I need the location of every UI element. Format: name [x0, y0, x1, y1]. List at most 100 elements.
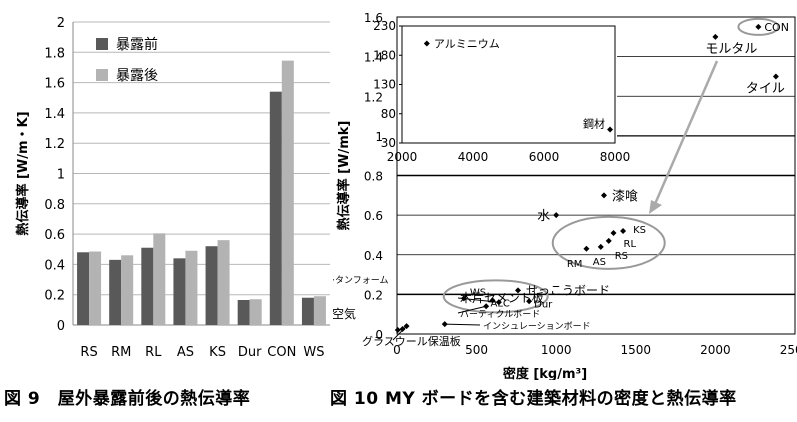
data-point-13 [526, 298, 533, 305]
bar-rs-before [77, 252, 90, 325]
data-label: KS [633, 225, 646, 236]
y-tick-label: 0 [375, 328, 383, 342]
y-tick-label: 0.4 [364, 249, 383, 263]
figure-10-caption: 図 10 MY ボードを含む建築材料の密度と熱伝導率 [330, 389, 737, 409]
inset-y-tick-label: 180 [373, 48, 396, 62]
bar-rl-after [153, 233, 166, 325]
bar-chart-fig9: 0 0.2 0.4 0.6 0.8 1 1.2 1.4 1.6 1.8 2 RS RM RL AS KS Dur… [15, 16, 330, 360]
data-label: 水 [537, 209, 550, 224]
y-axis-title: 熱伝導率 [W/m・K] [15, 111, 31, 235]
bar-dur-before [237, 300, 250, 325]
bar-as-before [173, 258, 186, 325]
inset-y-tick-label: 30 [381, 136, 396, 150]
bar-ws-after [313, 296, 326, 325]
leader-line [444, 323, 481, 326]
x-axis-title: 密度 [kg/m³] [502, 366, 587, 380]
bar-ks-before [205, 246, 218, 325]
inset-x-tick-label: 8000 [600, 150, 631, 164]
x-tick-label: WS [303, 345, 324, 360]
highlight-ellipse-my-boards [551, 215, 666, 270]
data-label: Dur [534, 299, 553, 310]
data-point-0 [755, 23, 762, 30]
callout-arrow-head [649, 200, 662, 214]
x-tick-label: Dur [238, 345, 262, 360]
leader-line [392, 325, 407, 341]
x-tick-label: RS [80, 345, 97, 360]
data-label: 木片セメント板 [460, 291, 544, 305]
y-tick-label: 0.6 [364, 209, 383, 223]
highlight-ellipse-con [737, 17, 780, 36]
legend-swatch [96, 69, 108, 81]
y-tick-label: 0.8 [364, 170, 383, 184]
highlight-ellipse-boards [442, 279, 549, 314]
data-point-1 [712, 33, 719, 40]
bar-rs-after [89, 251, 102, 325]
data-point-17 [399, 326, 406, 333]
x-tick-label: 1000 [541, 343, 572, 357]
x-tick-label: KS [209, 345, 226, 360]
data-point-8 [597, 243, 604, 250]
y-tick-label: 1.6 [44, 77, 65, 92]
figure-9-caption: 図 9 屋外暴露前後の熱伝導率 [4, 389, 251, 409]
y-tick-label: 0.4 [44, 258, 65, 273]
data-label: せっこうボード [526, 283, 610, 297]
data-label: CON [764, 21, 789, 34]
inset-x-tick-label: 4000 [458, 150, 489, 164]
y-tick-label: 1.4 [44, 107, 65, 122]
data-label: 硬質ウレタンフォーム [333, 274, 388, 286]
inset-plot-area [401, 25, 616, 144]
data-point-4 [553, 212, 560, 219]
data-label: RM [567, 259, 583, 270]
bar-con-before [269, 91, 282, 325]
callout-arrow-line [653, 60, 719, 205]
y-tick-label: 1 [57, 168, 65, 183]
bar-rl-before [141, 247, 154, 325]
bar-ws-before [301, 297, 314, 325]
inset-y-tick-label: 230 [373, 19, 396, 33]
data-point-2 [772, 73, 779, 80]
data-label: RS [615, 251, 628, 262]
y-tick-label: 1.8 [44, 46, 65, 61]
data-point-3 [600, 192, 607, 199]
data-label: WS [470, 287, 486, 298]
inset-data-point-1 [607, 126, 614, 133]
x-tick-label: 1500 [621, 343, 652, 357]
inset-y-tick-label: 130 [373, 78, 396, 92]
inset-data-label: 鋼材 [583, 117, 605, 131]
y-axis-title: 熱伝導率 [W/mk] [336, 121, 352, 231]
y-tick-label: 1 [375, 130, 383, 144]
x-tick-label: 2500 [780, 343, 797, 357]
data-point-9 [583, 245, 590, 252]
y-tick-label: 0.6 [44, 228, 65, 243]
bar-dur-after [249, 299, 262, 325]
y-tick-label: 1.6 [364, 11, 383, 25]
data-label: AS [593, 257, 606, 268]
y-tick-label: 0 [57, 319, 65, 334]
inset-x-tick-label: 2000 [387, 150, 418, 164]
scatter-chart-fig10: 0 0.2 0.4 0.6 0.8 1 1.2 1.4 1.6 0 500 1000 1500 2000 2… [333, 11, 797, 380]
data-point-10 [514, 287, 521, 294]
data-label: ALC [491, 298, 510, 309]
data-point-18 [394, 327, 401, 334]
bar-as-after [185, 250, 198, 325]
x-tick-label: RL [145, 345, 162, 360]
data-label: インシュレーションボード [483, 321, 591, 332]
x-tick-label: 500 [465, 343, 488, 357]
data-label: パーティクルボード [460, 309, 540, 320]
data-label: 漆喰 [612, 188, 638, 204]
x-tick-label: 0 [393, 343, 401, 357]
x-tick-label: AS [177, 345, 194, 360]
inset-data-point-0 [423, 40, 430, 47]
inset-x-tick-label: 6000 [529, 150, 560, 164]
data-label: 空気 [333, 306, 356, 321]
data-label: RL [624, 239, 637, 250]
leader-line [457, 305, 487, 314]
data-label: グラスウール保温板 [362, 334, 461, 348]
y-tick-label: 1.2 [364, 90, 383, 104]
x-tick-label: CON [267, 345, 296, 360]
data-point-6 [610, 229, 617, 236]
bar-rm-before [109, 259, 122, 325]
legend-label: 暴露前 [116, 36, 158, 53]
x-tick-label: 2000 [700, 343, 731, 357]
x-tick-label: RM [111, 345, 131, 360]
